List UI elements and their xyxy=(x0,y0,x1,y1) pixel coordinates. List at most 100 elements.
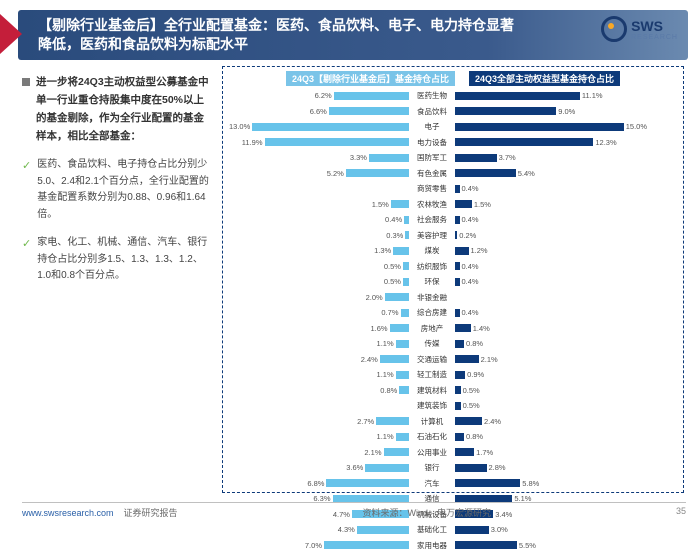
chart-row: 0.5%环保0.4% xyxy=(229,274,677,290)
left-bar xyxy=(252,123,409,131)
left-bar xyxy=(376,417,409,425)
right-bar xyxy=(455,185,460,193)
check-text-1: 医药、食品饮料、电子持仓占比分别少5.0、2.4和2.1个百分点，全行业配置的基… xyxy=(37,157,212,223)
right-value: 3.7% xyxy=(499,153,516,162)
category-label: 家用电器 xyxy=(409,540,455,551)
left-bar xyxy=(399,386,409,394)
category-label: 农林牧渔 xyxy=(409,199,455,210)
right-bar xyxy=(455,417,482,425)
category-label: 环保 xyxy=(409,276,455,287)
left-value: 13.0% xyxy=(229,122,250,131)
left-value: 6.6% xyxy=(310,107,327,116)
chart-row: 建筑装饰0.5% xyxy=(229,398,677,414)
brand-logo: SWS RESEARCH xyxy=(601,16,678,42)
chart-row: 11.9% 电力设备 12.3% xyxy=(229,135,677,151)
right-value: 2.4% xyxy=(484,417,501,426)
category-label: 商贸零售 xyxy=(409,183,455,194)
left-bar xyxy=(390,324,409,332)
left-value: 1.1% xyxy=(377,432,394,441)
chart-row: 1.1%轻工制造0.9% xyxy=(229,367,677,383)
category-label: 基础化工 xyxy=(409,524,455,535)
left-value: 1.1% xyxy=(377,339,394,348)
right-bar xyxy=(455,200,472,208)
right-value: 15.0% xyxy=(626,122,647,131)
chart-row: 1.1%传媒0.8% xyxy=(229,336,677,352)
chart-row: 1.6%房地产1.4% xyxy=(229,321,677,337)
right-value: 5.5% xyxy=(519,541,536,550)
right-value: 12.3% xyxy=(595,138,616,147)
right-bar xyxy=(455,386,461,394)
footer-site: www.swsresearch.com xyxy=(22,508,114,518)
chart-row: 1.3%煤炭1.2% xyxy=(229,243,677,259)
category-label: 国防军工 xyxy=(409,152,455,163)
chart-row: 2.1%公用事业1.7% xyxy=(229,445,677,461)
right-bar xyxy=(455,154,497,162)
chart-rows: 6.2%医药生物11.1%6.6%食品饮料9.0%13.0%电子15.0%11.… xyxy=(229,88,677,553)
right-bar xyxy=(455,355,479,363)
left-value: 1.6% xyxy=(370,324,387,333)
chart-row: 5.2%有色金属5.4% xyxy=(229,166,677,182)
left-bar xyxy=(326,479,409,487)
left-value: 0.7% xyxy=(381,308,398,317)
right-value: 0.4% xyxy=(462,262,479,271)
left-value: 0.4% xyxy=(385,215,402,224)
right-value: 1.4% xyxy=(473,324,490,333)
left-value: 11.9% xyxy=(242,138,263,147)
right-value: 0.4% xyxy=(462,308,479,317)
right-bar xyxy=(455,371,465,379)
category-label: 建筑材料 xyxy=(409,385,455,396)
right-value: 9.0% xyxy=(558,107,575,116)
right-value: 0.4% xyxy=(462,215,479,224)
right-value: 0.4% xyxy=(462,184,479,193)
category-label: 公用事业 xyxy=(409,447,455,458)
category-label: 计算机 xyxy=(409,416,455,427)
left-bar xyxy=(384,448,410,456)
left-bar xyxy=(393,247,409,255)
right-bar xyxy=(455,231,457,239)
right-value: 2.8% xyxy=(489,463,506,472)
right-bar xyxy=(455,247,469,255)
right-bar xyxy=(455,107,556,115)
chart-row: 2.7%计算机2.4% xyxy=(229,414,677,430)
category-label: 传媒 xyxy=(409,338,455,349)
left-bar xyxy=(346,169,409,177)
right-value: 2.1% xyxy=(481,355,498,364)
title-band: 【剔除行业基金后】全行业配置基金：医药、食品饮料、电子、电力持仓显著降低，医药和… xyxy=(18,10,688,60)
right-value: 0.2% xyxy=(459,231,476,240)
logo-brand: SWS xyxy=(631,18,678,34)
legend-right: 24Q3全部主动权益型基金持仓占比 xyxy=(469,71,620,86)
footer-report: 证券研究报告 xyxy=(124,508,178,518)
right-bar xyxy=(455,169,516,177)
left-bar xyxy=(265,138,410,146)
left-bar xyxy=(391,200,409,208)
left-value: 1.1% xyxy=(377,370,394,379)
chart-row: 1.5%农林牧渔1.5% xyxy=(229,197,677,213)
category-label: 综合房建 xyxy=(409,307,455,318)
page-number: 35 xyxy=(676,506,686,519)
right-bar xyxy=(455,541,517,549)
left-value: 0.5% xyxy=(384,277,401,286)
left-bar xyxy=(380,355,409,363)
left-value: 0.3% xyxy=(386,231,403,240)
left-bar xyxy=(365,464,409,472)
left-bar xyxy=(396,340,409,348)
left-value: 0.5% xyxy=(384,262,401,271)
logo-icon xyxy=(601,16,627,42)
chart-row: 0.5% 纺织服饰 0.4% xyxy=(229,259,677,275)
left-value: 6.2% xyxy=(315,91,332,100)
right-value: 5.4% xyxy=(518,169,535,178)
chart-row: 13.0%电子15.0% xyxy=(229,119,677,135)
chart-row: 2.4%交通运输2.1% xyxy=(229,352,677,368)
category-label: 煤炭 xyxy=(409,245,455,256)
category-label: 纺织服饰 xyxy=(409,261,455,272)
category-label: 电力设备 xyxy=(409,137,455,148)
right-bar xyxy=(455,123,624,131)
left-column: 进一步将24Q3主动权益型公募基金中单一行业重仓持股集中度在50%以上的基金剔除… xyxy=(22,74,212,297)
left-value: 2.4% xyxy=(361,355,378,364)
check-item: ✓ 家电、化工、机械、通信、汽车、银行持仓占比分别多1.5、1.3、1.3、1.… xyxy=(22,235,212,285)
chart-row: 商贸零售 0.4% xyxy=(229,181,677,197)
category-label: 美容护理 xyxy=(409,230,455,241)
page-title: 【剔除行业基金后】全行业配置基金：医药、食品饮料、电子、电力持仓显著降低，医药和… xyxy=(38,16,518,54)
right-bar xyxy=(455,216,460,224)
right-value: 0.9% xyxy=(467,370,484,379)
